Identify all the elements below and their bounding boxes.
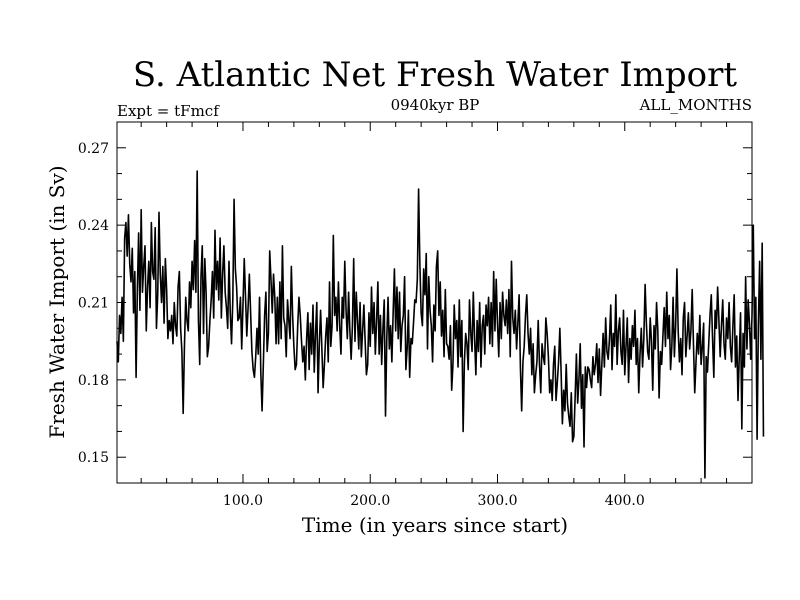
plot-frame [116,121,753,484]
axis-ticks [117,122,752,483]
x-axis-label: Time (in years since start) [302,513,568,537]
chart-title: S. Atlantic Net Fresh Water Import [133,55,737,95]
y-tick-label: 0.21 [78,296,109,312]
series-line [116,170,765,479]
x-tick-label: 100.0 [223,493,263,509]
chart-subtitle: 0940kyr BP [391,96,480,114]
period-label: ALL_MONTHS [639,96,752,114]
x-tick-labels: 100.0 200.0 300.0 400.0 [223,493,645,509]
y-tick-label: 0.15 [78,450,109,466]
y-axis-label: Fresh Water Import (in Sv) [45,165,69,438]
x-tick-label: 300.0 [477,493,517,509]
x-tick-label: 400.0 [605,493,645,509]
x-tick-label: 200.0 [350,493,390,509]
y-tick-labels: 0.15 0.18 0.21 0.24 0.27 [78,141,109,466]
experiment-label: Expt = tFmcf [117,102,220,120]
y-tick-label: 0.24 [78,218,109,234]
y-tick-label: 0.27 [78,141,109,157]
y-tick-label: 0.18 [78,373,109,389]
